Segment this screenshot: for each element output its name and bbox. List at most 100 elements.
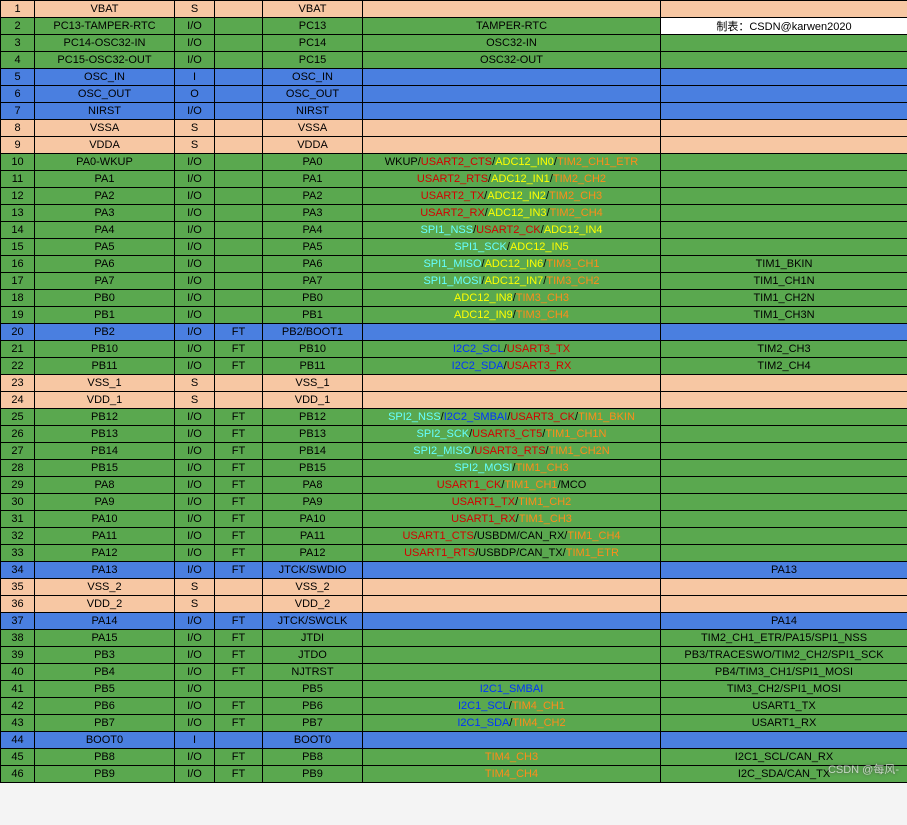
cell-pin-name: PA7 [35,273,175,290]
cell-pin-number: 46 [1,766,35,783]
cell-pin-number: 16 [1,256,35,273]
cell-main-function: PB10 [263,341,363,358]
alt-fn-segment: TIM2_CH1_ETR [557,156,638,168]
cell-alt-functions: USART2_RTS/ADC12_IN1/TIM2_CH2 [363,171,661,188]
cell-main-function: PB15 [263,460,363,477]
cell-pin-name: PB11 [35,358,175,375]
table-row: 40PB4I/OFTNJTRSTPB4/TIM3_CH1/SPI1_MOSI [1,664,907,681]
alt-fn-segment: TIM1_ETR [566,547,619,559]
cell-pin-number: 39 [1,647,35,664]
alt-fn-segment: TIM3_CH4 [516,309,569,321]
cell-remap [661,103,907,120]
cell-remap [661,443,907,460]
cell-main-function: PA7 [263,273,363,290]
cell-main-function: PC13 [263,18,363,35]
cell-alt-functions [363,392,661,409]
alt-fn-segment: TIM1_CH2 [518,496,571,508]
table-row: 28PB15I/OFTPB15SPI2_MOSI/TIM1_CH3 [1,460,907,477]
cell-main-function: JTCK/SWCLK [263,613,363,630]
cell-ft: FT [215,477,263,494]
cell-alt-functions: USART1_CTS/USBDM/CAN_RX/TIM1_CH4 [363,528,661,545]
cell-pin-number: 33 [1,545,35,562]
cell-pin-type: I/O [175,290,215,307]
alt-fn-segment: USBDM [477,530,517,542]
alt-fn-segment: OSC32-OUT [480,54,543,66]
cell-pin-number: 14 [1,222,35,239]
table-row: 18PB0I/OPB0ADC12_IN8/TIM3_CH3TIM1_CH2N [1,290,907,307]
alt-fn-segment: MCO [561,479,587,491]
table-row: 8VSSASVSSA [1,120,907,137]
cell-main-function: PB2/BOOT1 [263,324,363,341]
cell-ft: FT [215,494,263,511]
alt-fn-segment: SPI1_SCK [454,241,507,253]
cell-pin-type: I/O [175,664,215,681]
cell-pin-name: NIRST [35,103,175,120]
cell-pin-number: 41 [1,681,35,698]
cell-pin-type: I/O [175,171,215,188]
cell-pin-name: VBAT [35,1,175,18]
cell-alt-functions: ADC12_IN8/TIM3_CH3 [363,290,661,307]
alt-fn-segment: SPI1_MOSI [423,275,481,287]
cell-alt-functions [363,562,661,579]
alt-fn-segment: I2C1_SCL [458,700,509,712]
cell-alt-functions: I2C1_SCL/TIM4_CH1 [363,698,661,715]
cell-pin-type: S [175,120,215,137]
cell-remap [661,86,907,103]
alt-fn-segment: TIM1_CH1 [504,479,557,491]
cell-remap [661,188,907,205]
cell-pin-number: 42 [1,698,35,715]
cell-pin-name: PA0-WKUP [35,154,175,171]
cell-pin-type: I/O [175,460,215,477]
alt-fn-segment: TIM1_BKIN [578,411,635,423]
table-row: 29PA8I/OFTPA8USART1_CK/TIM1_CH1/MCO [1,477,907,494]
cell-remap: PB3/TRACESWO/TIM2_CH2/SPI1_SCK [661,647,907,664]
alt-fn-segment: TIM2_CH2 [553,173,606,185]
alt-fn-segment: CAN_TX [519,547,562,559]
cell-alt-functions: SPI2_NSS/I2C2_SMBAI/USART3_CK/TIM1_BKIN [363,409,661,426]
cell-pin-type: I/O [175,715,215,732]
cell-ft [215,120,263,137]
alt-fn-segment: USART2_CTS [421,156,492,168]
cell-pin-type: I/O [175,562,215,579]
cell-pin-name: PA10 [35,511,175,528]
cell-remap [661,409,907,426]
alt-fn-segment: TIM1_CH1N [545,428,606,440]
cell-pin-name: PA6 [35,256,175,273]
cell-alt-functions [363,647,661,664]
cell-main-function: PB11 [263,358,363,375]
cell-pin-name: PA5 [35,239,175,256]
cell-main-function: NIRST [263,103,363,120]
cell-alt-functions: ADC12_IN9/TIM3_CH4 [363,307,661,324]
alt-fn-segment: ADC12_IN8 [454,292,513,304]
cell-main-function: PA1 [263,171,363,188]
cell-pin-type: I/O [175,749,215,766]
alt-fn-segment: TIM4_CH4 [485,768,538,780]
table-row: 17PA7I/OPA7SPI1_MOSI/ADC12_IN7/TIM3_CH2T… [1,273,907,290]
cell-pin-name: PB7 [35,715,175,732]
cell-pin-name: VDD_2 [35,596,175,613]
cell-main-function: PA0 [263,154,363,171]
cell-pin-type: I/O [175,103,215,120]
cell-remap [661,460,907,477]
cell-pin-type: I/O [175,256,215,273]
cell-ft [215,596,263,613]
cell-ft [215,256,263,273]
cell-pin-name: PB10 [35,341,175,358]
cell-ft: FT [215,324,263,341]
cell-alt-functions [363,137,661,154]
alt-fn-segment: USART2_TX [421,190,484,202]
cell-pin-name: PB5 [35,681,175,698]
cell-pin-name: BOOT0 [35,732,175,749]
cell-pin-number: 19 [1,307,35,324]
table-row: 26PB13I/OFTPB13SPI2_SCK/USART3_CT5/TIM1_… [1,426,907,443]
cell-alt-functions: USART2_RX/ADC12_IN3/TIM2_CH4 [363,205,661,222]
cell-ft [215,171,263,188]
cell-remap [661,579,907,596]
cell-main-function: VSSA [263,120,363,137]
cell-remap: USART1_RX [661,715,907,732]
cell-pin-name: PC13-TAMPER-RTC [35,18,175,35]
cell-remap [661,494,907,511]
cell-pin-type: I/O [175,52,215,69]
cell-pin-type: I/O [175,681,215,698]
alt-fn-segment: USART1_RTS [404,547,475,559]
